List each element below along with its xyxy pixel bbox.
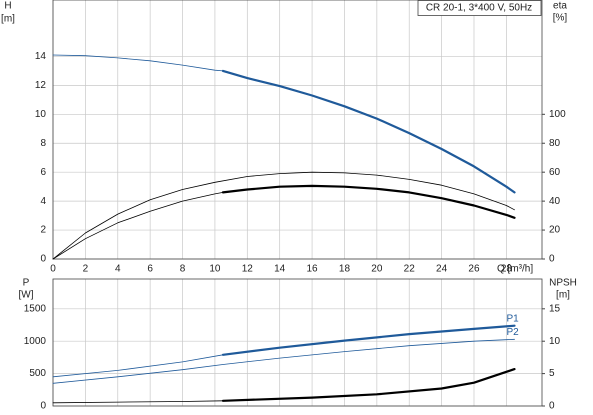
x-tick-label: 26 (468, 264, 480, 275)
y2-tick-label: 5 (549, 368, 555, 379)
y2-tick-label: 10 (549, 336, 561, 347)
x-tick-label: 28 (501, 264, 513, 275)
y2-axis-unit: [%] (553, 13, 568, 24)
y-tick-label: 1000 (24, 336, 47, 347)
x-tick-label: 24 (436, 264, 448, 275)
y2-axis-unit: [m] (556, 290, 570, 301)
y-tick-label: 2 (40, 225, 46, 236)
x-tick-label: 12 (242, 264, 254, 275)
curve (52, 354, 224, 378)
y2-tick-label: 0 (549, 254, 555, 265)
y-tick-label: 8 (40, 138, 46, 149)
curve (52, 54, 224, 72)
y-axis-unit: [W] (19, 290, 34, 301)
y2-tick-label: 0 (549, 401, 555, 412)
y-tick-label: 14 (35, 51, 47, 62)
curve (221, 324, 516, 356)
y-tick-label: 12 (35, 80, 47, 91)
legend-label: P2 (506, 327, 519, 338)
y-tick-label: 4 (40, 196, 46, 207)
x-axis-label: Q [m³/h] (497, 264, 533, 275)
y2-tick-label: 15 (549, 303, 561, 314)
curve (52, 192, 224, 260)
y-tick-label: 10 (35, 109, 47, 120)
title-box (417, 0, 542, 16)
y-axis-label: H (4, 1, 11, 12)
y-tick-label: 6 (40, 167, 46, 178)
y-tick-label: 1500 (24, 303, 47, 314)
y-tick-label: 0 (40, 401, 46, 412)
x-tick-label: 18 (339, 264, 351, 275)
x-tick-label: 16 (307, 264, 319, 275)
y2-tick-label: 40 (549, 196, 561, 207)
y2-tick-label: 80 (549, 138, 561, 149)
plot-frame (52, 278, 543, 407)
y2-tick-label: 20 (549, 225, 561, 236)
x-tick-label: 20 (371, 264, 383, 275)
x-tick-label: 10 (209, 264, 221, 275)
curve (221, 69, 516, 194)
y2-tick-label: 100 (549, 109, 566, 120)
plot-frame (52, 0, 543, 260)
x-tick-label: 6 (147, 264, 153, 275)
x-tick-label: 8 (180, 264, 186, 275)
y-tick-label: 500 (29, 368, 46, 379)
x-tick-label: 22 (404, 264, 416, 275)
x-tick-label: 0 (50, 264, 56, 275)
y-axis-unit: [m] (1, 14, 15, 25)
y2-tick-label: 60 (549, 167, 561, 178)
y2-axis-label: eta (553, 1, 567, 12)
curve (221, 184, 516, 219)
x-tick-label: 4 (115, 264, 121, 275)
y-tick-label: 0 (40, 254, 46, 265)
y2-axis-label: NPSH (549, 278, 577, 289)
curve (52, 171, 515, 260)
x-tick-label: 2 (83, 264, 89, 275)
curve (52, 400, 224, 404)
curve (52, 338, 515, 384)
y-axis-label: P (23, 278, 30, 289)
chart-title: CR 20-1, 3*400 V, 50Hz (426, 3, 532, 14)
curve (221, 368, 516, 402)
x-tick-label: 14 (274, 264, 286, 275)
legend-label: P1 (506, 313, 519, 324)
